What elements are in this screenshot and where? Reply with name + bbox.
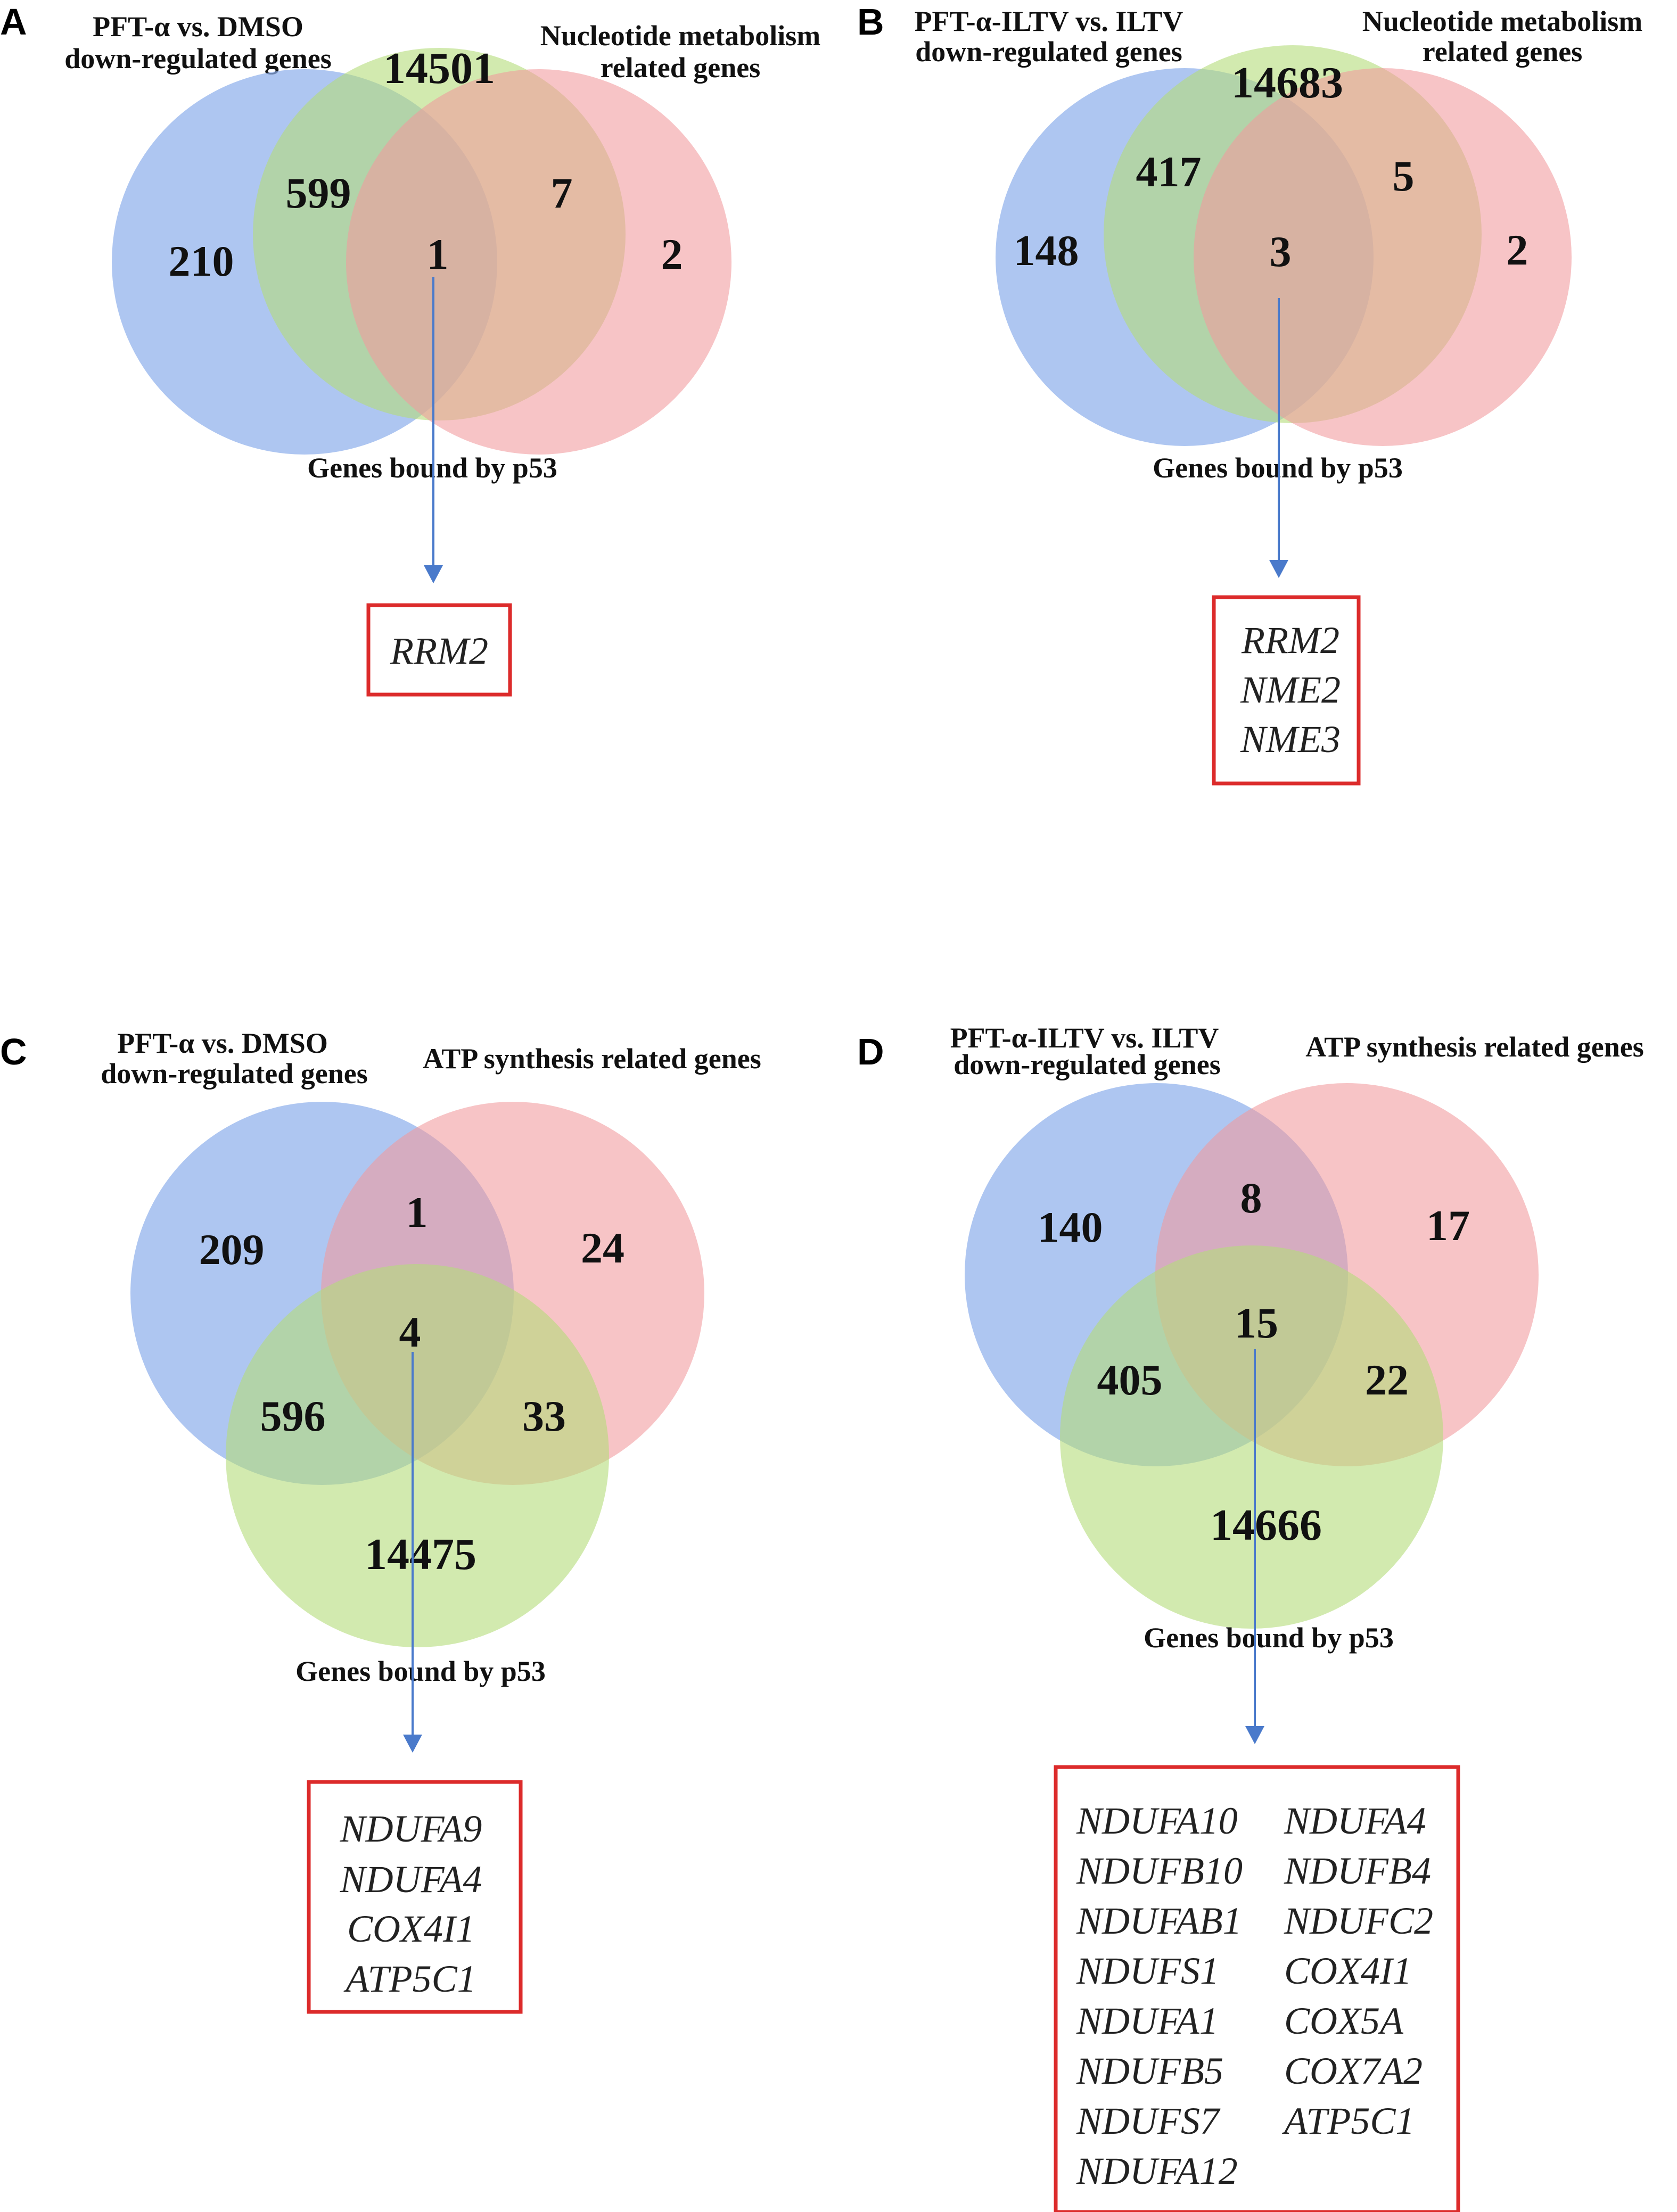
- panel-d-set1-label-line2: down-regulated genes: [953, 1049, 1221, 1080]
- panel-d-gene-7: NDUFS7: [1076, 2100, 1221, 2142]
- panel-d-count-ac: 405: [1097, 1356, 1163, 1404]
- panel-a-set1-label-line1: PFT-α vs. DMSO: [93, 11, 303, 43]
- panel-c-set3-label: Genes bound by p53: [295, 1655, 546, 1687]
- panel-d-gene-14: COX7A2: [1284, 2050, 1423, 2092]
- panel-b-arrow-head: [1269, 560, 1288, 578]
- panel-a-count-only-c: 2: [661, 230, 683, 278]
- panel-b-count-bc: 5: [1393, 152, 1415, 200]
- panel-a-count-ab: 599: [286, 169, 351, 217]
- panel-b-set1-label-line1: PFT-α-ILTV vs. ILTV: [915, 5, 1183, 37]
- panel-d-gene-2: NDUFB10: [1076, 1850, 1243, 1892]
- panel-d-gene-4: NDUFS1: [1076, 1950, 1219, 1992]
- panel-c-gene-box: [307, 1780, 523, 2014]
- panel-d-gene-12: COX4I1: [1284, 1950, 1412, 1992]
- panel-c-gene-1: NDUFA9: [340, 1807, 482, 1850]
- panel-c-gene-3: COX4I1: [347, 1908, 475, 1950]
- panel-a-count-bc: 7: [551, 169, 573, 217]
- panel-b-gene-1: RRM2: [1241, 619, 1339, 662]
- panel-b-count-only-b: 14683: [1231, 58, 1343, 108]
- panel-a-count-only-a: 210: [169, 237, 234, 285]
- panel-d-set1-label-line1: PFT-α-ILTV vs. ILTV: [950, 1022, 1219, 1054]
- panel-d-gene-box: [1054, 1765, 1460, 2212]
- panel-b-circle-nucleotide: [1194, 68, 1572, 446]
- panel-c-set2-label: ATP synthesis related genes: [423, 1043, 761, 1075]
- panel-c-count-abc: 4: [399, 1308, 421, 1356]
- panel-d-arrow-head: [1245, 1726, 1264, 1744]
- panel-d-set3-label: Genes bound by p53: [1144, 1622, 1394, 1654]
- panel-c-count-bc: 33: [522, 1392, 566, 1440]
- panel-c-gene-2: NDUFA4: [340, 1858, 482, 1901]
- panel-b-gene-2: NME2: [1240, 668, 1341, 711]
- panel-b-letter: B: [857, 1, 884, 43]
- panel-a-letter: A: [0, 1, 27, 43]
- panel-c-count-only-b: 24: [581, 1224, 624, 1272]
- panel-b-set3-label-line2: related genes: [1423, 36, 1582, 68]
- panel-c-count-only-a: 209: [199, 1225, 265, 1274]
- panel-a-set3-label-line2: related genes: [601, 52, 760, 84]
- panel-d-circle-p53-bound: [1060, 1245, 1443, 1629]
- panel-d-set2-label: ATP synthesis related genes: [1305, 1031, 1644, 1063]
- panel-b-count-ab: 417: [1136, 147, 1202, 196]
- panel-a-circle-nucleotide: [346, 69, 731, 455]
- panel-d-count-only-a: 140: [1038, 1203, 1103, 1251]
- panel-d-count-only-c: 14666: [1210, 1500, 1322, 1550]
- panel-b: B PFT-α-ILTV vs. ILTV down-regulated gen…: [857, 1, 1642, 786]
- panel-d-gene-15: ATP5C1: [1282, 2100, 1415, 2142]
- panel-c-circle-p53-bound: [226, 1264, 609, 1647]
- panel-c-count-ac: 596: [260, 1392, 326, 1440]
- panel-c-letter: C: [0, 1031, 27, 1072]
- panel-a-set1-label-line2: down-regulated genes: [64, 43, 332, 75]
- panel-d-gene-3: NDUFAB1: [1076, 1900, 1242, 1942]
- panel-a-gene: RRM2: [390, 630, 488, 672]
- panel-d-gene-1: NDUFA10: [1076, 1800, 1238, 1842]
- panel-a-gene-box: [366, 603, 512, 697]
- panel-a-count-abc: 1: [427, 230, 449, 278]
- panel-d-gene-10: NDUFB4: [1284, 1850, 1431, 1892]
- panel-d-gene-8: NDUFA12: [1076, 2150, 1238, 2192]
- panel-d-gene-11: NDUFC2: [1284, 1900, 1433, 1942]
- panel-b-count-only-c: 2: [1507, 226, 1528, 274]
- panel-b-gene-box: [1212, 595, 1361, 786]
- panel-d-letter: D: [857, 1031, 884, 1072]
- panel-c: C PFT-α vs. DMSO down-regulated genes AT…: [0, 1027, 761, 2014]
- panel-b-gene-3: NME3: [1240, 718, 1341, 761]
- panel-c-count-ab: 1: [406, 1188, 428, 1236]
- panel-a-arrow-head: [424, 565, 443, 583]
- panel-a-count-only-b: 14501: [383, 44, 495, 93]
- panel-d-gene-5: NDUFA1: [1076, 2000, 1219, 2042]
- panel-c-count-only-c: 14475: [365, 1530, 476, 1579]
- panel-d-count-bc: 22: [1365, 1356, 1409, 1404]
- panel-d: D PFT-α-ILTV vs. ILTV down-regulated gen…: [857, 1022, 1644, 2212]
- panel-d-count-abc: 15: [1235, 1299, 1278, 1347]
- panel-c-arrow-head: [403, 1735, 422, 1753]
- panel-b-set1-label-line2: down-regulated genes: [915, 36, 1182, 68]
- panel-b-set3-label-line1: Nucleotide metabolism: [1362, 5, 1642, 37]
- panel-d-gene-13: COX5A: [1284, 2000, 1404, 2042]
- panel-d-gene-9: NDUFA4: [1284, 1800, 1426, 1842]
- panel-c-gene-4: ATP5C1: [343, 1958, 476, 2000]
- panel-a-set3-label-line1: Nucleotide metabolism: [540, 20, 820, 52]
- panel-d-gene-6: NDUFB5: [1076, 2050, 1223, 2092]
- panel-c-set1-label-line2: down-regulated genes: [101, 1058, 368, 1090]
- panel-b-count-only-a: 148: [1014, 226, 1079, 275]
- panel-c-set1-label-line1: PFT-α vs. DMSO: [117, 1027, 328, 1059]
- panel-d-count-only-b: 17: [1426, 1201, 1470, 1250]
- panel-d-count-ab: 8: [1240, 1174, 1262, 1222]
- panel-b-count-abc: 3: [1270, 227, 1292, 276]
- panel-a: A PFT-α vs. DMSO down-regulated genes Nu…: [0, 1, 820, 697]
